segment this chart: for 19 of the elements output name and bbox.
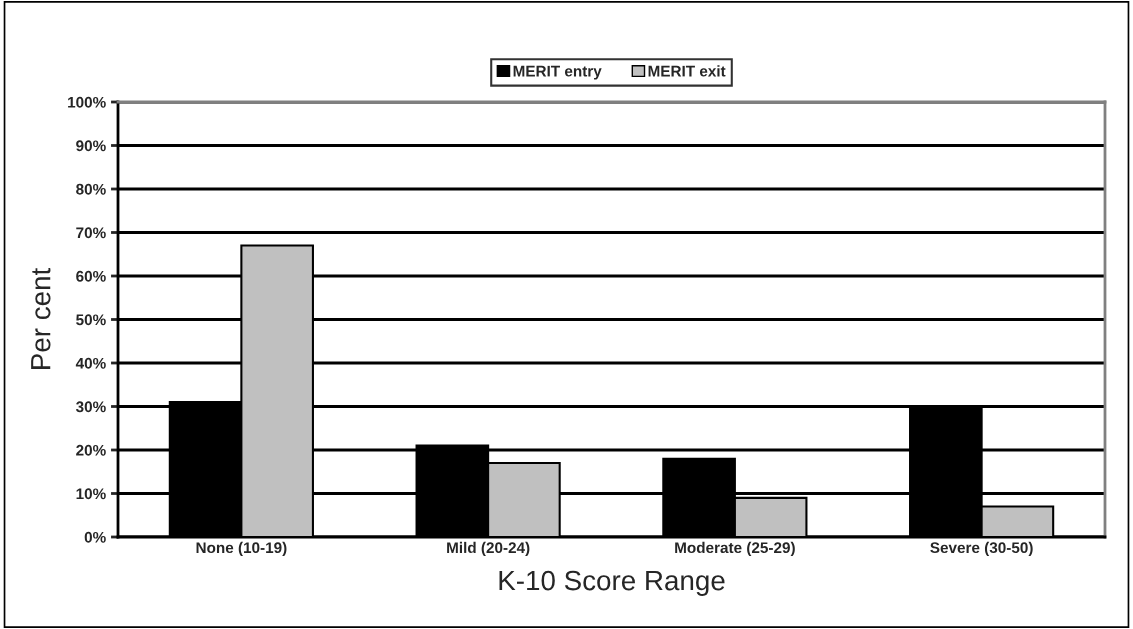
- y-tick-label: 50%: [76, 314, 106, 326]
- y-tick-label: 70%: [76, 227, 106, 239]
- y-axis-title: Per cent: [31, 267, 51, 369]
- x-tick-label: Mild (20-24): [447, 541, 530, 557]
- x-axis-title: K-10 Score Range: [499, 570, 725, 596]
- x-tick-label: Severe (30-50): [930, 541, 1033, 557]
- y-tick-label: 0%: [84, 531, 106, 543]
- y-tick-label: 80%: [76, 183, 106, 195]
- x-tick-label: Moderate (25-29): [675, 541, 795, 557]
- x-tick-label: None (10-19): [196, 541, 287, 557]
- y-tick-label: 90%: [76, 140, 106, 152]
- legend-label: MERIT exit: [648, 65, 726, 77]
- y-tick-label: 30%: [75, 401, 106, 413]
- y-tick-label: 100%: [68, 96, 106, 108]
- legend-label: MERIT entry: [513, 65, 602, 80]
- y-tick-label: 10%: [76, 488, 106, 500]
- y-tick-label: 60%: [76, 270, 106, 282]
- y-tick-label: 40%: [75, 357, 106, 369]
- y-tick-label: 20%: [76, 444, 106, 456]
